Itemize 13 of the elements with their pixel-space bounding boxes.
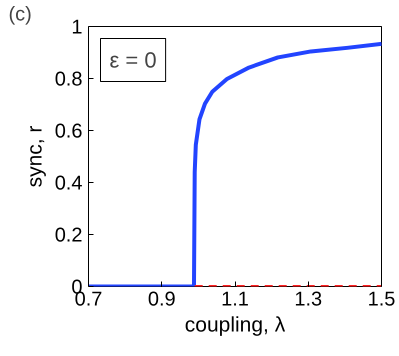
x-tick-label: 1.3 — [294, 288, 322, 310]
y-axis-title: sync, r — [24, 126, 47, 188]
x-tick-label: 1.1 — [221, 288, 249, 310]
chart-title: (c) — [8, 4, 32, 26]
x-axis-title: coupling, λ — [184, 314, 286, 336]
x-tick-label: 0.9 — [148, 288, 176, 310]
y-tick-label: 0.4 — [54, 172, 83, 194]
y-tick-label: 1 — [71, 16, 82, 38]
y-tick-label: 0.8 — [54, 68, 83, 90]
annotation: ε = 0 — [110, 48, 157, 72]
y-tick-label: 0.6 — [54, 120, 83, 142]
y-tick-label: 0.2 — [54, 224, 83, 246]
x-tick-label: 1.5 — [368, 288, 396, 310]
